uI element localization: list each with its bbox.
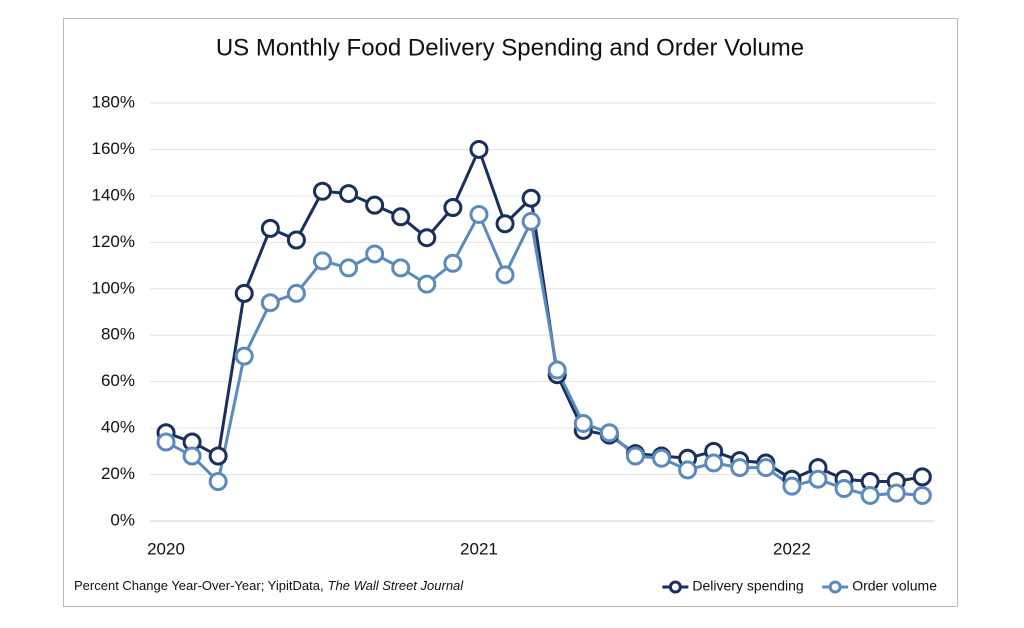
- point: [860, 485, 880, 505]
- y-tick-label: 40%: [101, 418, 135, 437]
- point: [417, 228, 437, 248]
- point: [573, 413, 593, 433]
- point: [391, 258, 411, 278]
- legend-marker: [668, 580, 682, 594]
- y-tick-label: 0%: [110, 510, 135, 529]
- point: [469, 204, 489, 224]
- y-tick-label: 100%: [92, 278, 135, 297]
- y-tick-label: 60%: [101, 371, 135, 390]
- y-tick-label: 120%: [92, 232, 135, 251]
- point: [912, 485, 932, 505]
- point: [547, 360, 567, 380]
- y-tick-label: 80%: [101, 325, 135, 344]
- point: [339, 184, 359, 204]
- legend-label: Delivery spending: [692, 578, 803, 594]
- point: [260, 218, 280, 238]
- point: [156, 432, 176, 452]
- point: [704, 453, 724, 473]
- point: [182, 446, 202, 466]
- point: [208, 472, 228, 492]
- point: [756, 458, 776, 478]
- point: [469, 139, 489, 159]
- point: [678, 460, 698, 480]
- legend-marker: [828, 580, 842, 594]
- y-tick-label: 160%: [92, 139, 135, 158]
- y-tick-label: 20%: [101, 464, 135, 483]
- point: [286, 230, 306, 250]
- point: [782, 476, 802, 496]
- x-tick-label: 2021: [460, 539, 498, 558]
- point: [625, 446, 645, 466]
- point: [521, 188, 541, 208]
- point: [391, 207, 411, 227]
- point: [495, 214, 515, 234]
- legend-label: Order volume: [852, 578, 937, 594]
- y-tick-label: 180%: [92, 92, 135, 111]
- point: [912, 467, 932, 487]
- point: [286, 283, 306, 303]
- point: [808, 469, 828, 489]
- point: [365, 195, 385, 215]
- point: [730, 458, 750, 478]
- point: [521, 211, 541, 231]
- point: [312, 181, 332, 201]
- chart-title: US Monthly Food Delivery Spending and Or…: [216, 34, 804, 61]
- point: [234, 283, 254, 303]
- point: [260, 293, 280, 313]
- source-note: Percent Change Year-Over-Year; YipitData…: [74, 578, 464, 593]
- point: [652, 448, 672, 468]
- note: Percent Change Year-Over-Year; YipitData…: [74, 578, 324, 593]
- y-tick-label: 140%: [92, 185, 135, 204]
- point: [339, 258, 359, 278]
- x-tick-label: 2020: [147, 539, 185, 558]
- point: [417, 274, 437, 294]
- point: [599, 423, 619, 443]
- point: [495, 265, 515, 285]
- point: [886, 483, 906, 503]
- point: [312, 251, 332, 271]
- point: [443, 253, 463, 273]
- point: [443, 198, 463, 217]
- point: [365, 244, 385, 264]
- source: The Wall Street Journal: [328, 578, 465, 593]
- chart-frame: [63, 18, 958, 607]
- point: [834, 478, 854, 498]
- point: [208, 446, 228, 466]
- point: [234, 346, 254, 366]
- x-tick-label: 2022: [773, 539, 811, 558]
